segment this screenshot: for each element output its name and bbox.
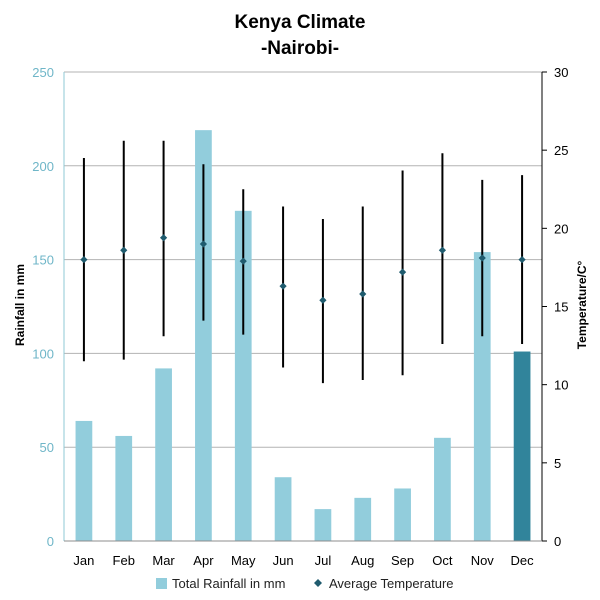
rainfall-bars (75, 130, 531, 541)
chart-subtitle: -Nairobi- (261, 38, 339, 59)
right-tick-label: 20 (554, 221, 568, 236)
right-tick-label: 5 (554, 456, 561, 471)
rainfall-bar (394, 488, 411, 541)
temperature-points (80, 234, 526, 304)
category-tick-label: Nov (471, 553, 495, 568)
temperature-point (120, 246, 128, 254)
rainfall-bar (155, 368, 172, 541)
category-tick-label: Sep (391, 553, 414, 568)
temperature-ranges (82, 140, 524, 384)
temperature-point (478, 254, 486, 262)
category-tick-label: Aug (351, 553, 374, 568)
left-axis-ticks: 0 50 100 150 200 250 (32, 65, 54, 549)
rainfall-bar (314, 509, 332, 541)
left-tick-label: 150 (32, 253, 54, 268)
category-tick-label: Mar (152, 553, 175, 568)
category-tick-label: May (231, 553, 256, 568)
rainfall-bar (354, 497, 372, 541)
temperature-point (319, 296, 327, 304)
category-tick-label: Jun (273, 553, 294, 568)
temperature-point (239, 257, 247, 265)
legend-label-temperature: Average Temperature (329, 576, 454, 591)
gridlines (64, 71, 542, 448)
right-tick-label: 25 (554, 143, 568, 158)
rainfall-bar (473, 252, 491, 541)
temperature-point (398, 268, 407, 276)
left-tick-label: 50 (40, 440, 54, 455)
temperature-point (159, 234, 168, 242)
right-axis-ticks: 0 5 10 15 20 25 30 (554, 65, 568, 549)
category-tick-label: Apr (193, 553, 214, 568)
left-tick-label: 200 (32, 159, 54, 174)
legend: Total Rainfall in mm Average Temperature (156, 576, 454, 591)
rainfall-bar (115, 435, 133, 541)
temperature-point (199, 240, 208, 248)
legend-swatch-rainfall (156, 578, 167, 589)
right-tick-label: 30 (554, 65, 568, 80)
temperature-point (279, 282, 287, 290)
category-axis-ticks: Jan Feb Mar Apr May Jun Jul Aug Sep Oct Nov Dec (73, 553, 534, 568)
category-tick-label: Feb (113, 553, 135, 568)
rainfall-bar (434, 437, 451, 541)
legend-swatch-temperature (314, 579, 322, 587)
category-tick-label: Oct (432, 553, 453, 568)
temperature-point (359, 290, 367, 298)
axes (63, 71, 547, 542)
rainfall-bar (234, 210, 252, 541)
rainfall-bar (274, 477, 292, 541)
chart-title: Kenya Climate (235, 12, 366, 33)
category-tick-label: Jul (315, 553, 332, 568)
category-tick-label: Dec (511, 553, 535, 568)
temperature-point (438, 246, 447, 254)
rainfall-bar (195, 130, 212, 541)
rainfall-bar (513, 351, 531, 541)
temperature-point (518, 256, 526, 264)
right-tick-label: 10 (554, 378, 568, 393)
left-tick-label: 100 (32, 346, 54, 361)
temperature-point (80, 256, 88, 264)
category-tick-label: Jan (73, 553, 94, 568)
legend-label-rainfall: Total Rainfall in mm (172, 576, 285, 591)
right-tick-label: 15 (554, 300, 568, 315)
left-tick-label: 250 (32, 65, 54, 80)
rainfall-bar (75, 420, 93, 541)
right-tick-label: 0 (554, 534, 561, 549)
left-tick-label: 0 (47, 534, 54, 549)
left-axis-title: Rainfall in mm (13, 264, 27, 346)
right-axis-title: Temperature/C° (575, 261, 589, 350)
